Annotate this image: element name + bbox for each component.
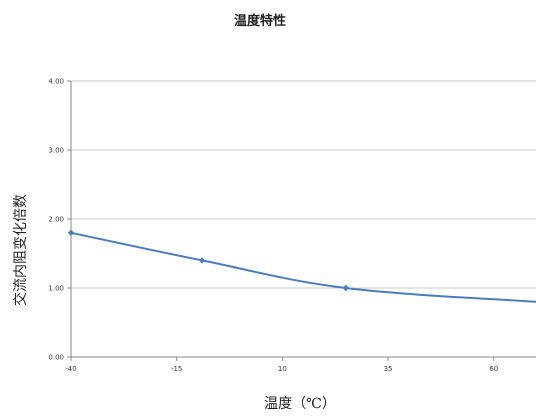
y-axis-label: 交流内阻变化倍数 — [13, 194, 29, 306]
y-tick-label: 4.00 — [48, 78, 64, 86]
data-point-marker — [342, 284, 349, 292]
x-tick-label: -40 — [65, 365, 76, 373]
series-layer — [67, 229, 536, 303]
x-tick-label: 35 — [384, 365, 393, 373]
series-line — [70, 231, 536, 303]
grid-layer — [71, 80, 536, 358]
tick-label-layer: 0.00 1.00 2.00 3.00 4.00 -40 -15 10 35 60 — [48, 78, 498, 374]
axis-layer — [67, 80, 536, 361]
x-tick-label: -15 — [171, 365, 182, 373]
y-tick-label: 1.00 — [48, 285, 64, 293]
x-tick-label: 60 — [489, 365, 498, 373]
y-tick-label: 0.00 — [48, 354, 64, 362]
x-axis-label: 温度（℃） — [264, 396, 336, 412]
chart-title: 温度特性 — [233, 14, 286, 29]
data-point-marker — [67, 229, 75, 236]
x-tick-label: 10 — [278, 365, 287, 373]
y-tick-label: 2.00 — [48, 216, 64, 224]
y-tick-label: 3.00 — [48, 147, 64, 155]
data-point-marker — [198, 257, 206, 264]
